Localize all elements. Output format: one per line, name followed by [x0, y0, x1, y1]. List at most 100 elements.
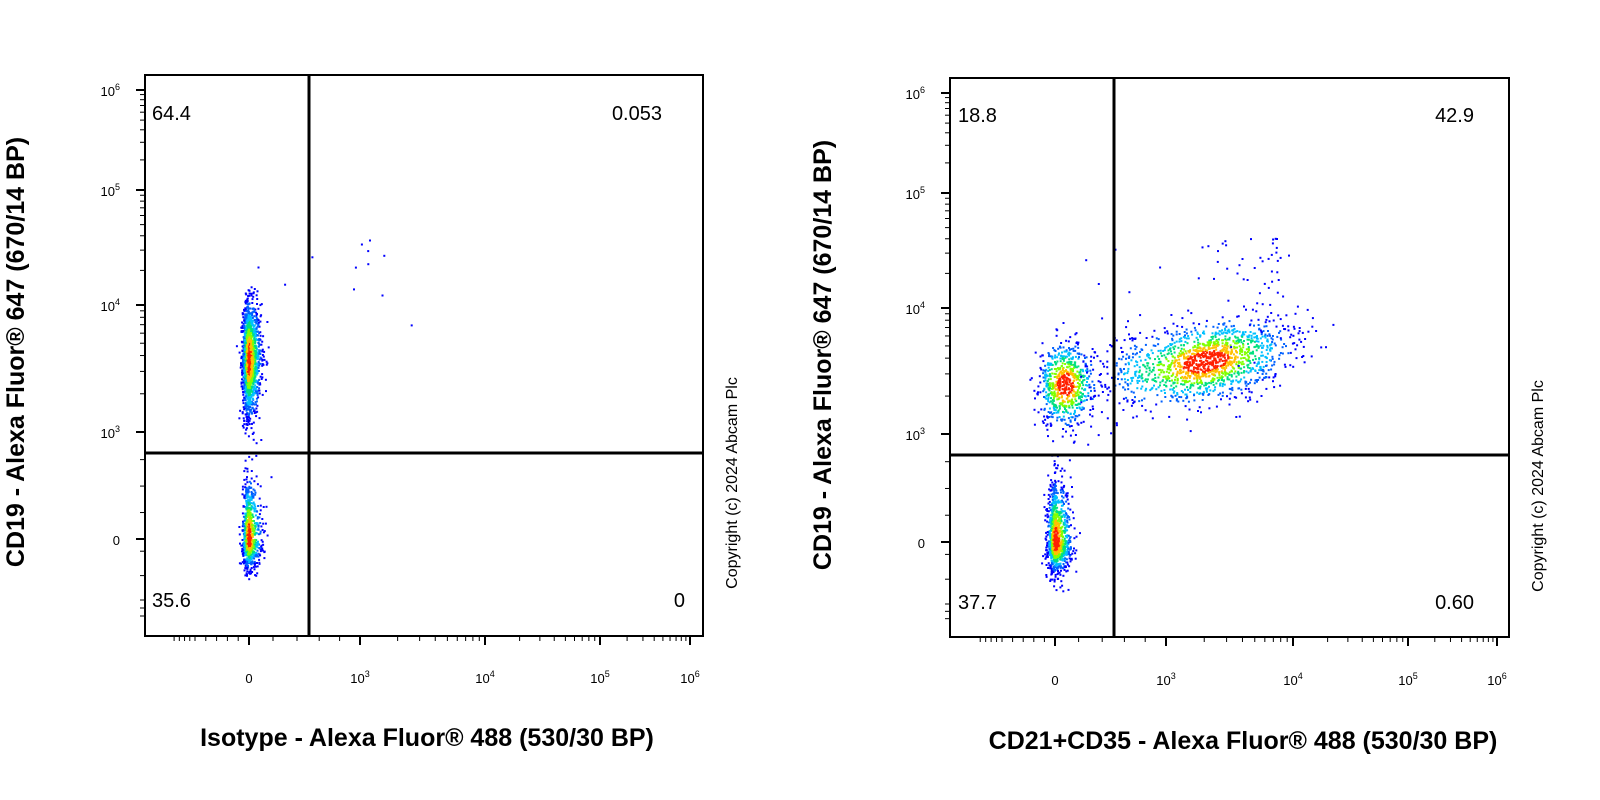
event-dot [1236, 372, 1239, 374]
event-dot [254, 356, 257, 359]
event-dot [253, 367, 256, 370]
event-dot [250, 553, 253, 556]
event-dot [251, 314, 253, 317]
event-dot [247, 539, 250, 542]
event-dot [250, 356, 253, 359]
event-dot [1046, 510, 1049, 512]
event-dot [1043, 415, 1046, 418]
event-dot [1055, 589, 1058, 592]
event-dot [253, 362, 256, 365]
event-dot [245, 478, 248, 481]
event-dot [1265, 372, 1268, 375]
event-dot [1193, 359, 1196, 362]
event-dot [1058, 531, 1061, 534]
event-dot [1078, 379, 1081, 382]
event-dot [1247, 338, 1250, 341]
event-dot [1050, 493, 1053, 496]
event-dot [1053, 585, 1056, 588]
event-dot [257, 382, 260, 384]
event-dot [1243, 340, 1245, 342]
event-dot [1047, 352, 1050, 354]
event-dot [245, 339, 248, 342]
event-dot [246, 527, 249, 530]
event-dot [1071, 404, 1074, 407]
event-dot [256, 362, 259, 365]
event-dot [1083, 395, 1086, 397]
event-dot [1052, 521, 1055, 524]
event-dot [245, 508, 248, 511]
event-dot [1057, 563, 1060, 566]
event-dot [245, 563, 248, 566]
event-dot [1063, 545, 1066, 548]
event-dot [249, 330, 252, 333]
event-dot [251, 378, 253, 381]
event-dot [1260, 354, 1263, 357]
event-dot [1052, 396, 1055, 399]
event-dot [1054, 573, 1057, 576]
event-dot [1234, 330, 1237, 333]
event-dot [1184, 350, 1187, 353]
event-dot [1058, 571, 1061, 574]
event-dot [1060, 541, 1063, 543]
event-dot [252, 488, 255, 491]
event-dot [1044, 376, 1047, 379]
event-dot [243, 308, 245, 311]
event-dot [245, 330, 248, 333]
event-dot [258, 417, 261, 420]
event-dot [261, 354, 264, 356]
event-dot [1063, 549, 1066, 552]
event-dot [245, 347, 248, 350]
event-dot [261, 348, 264, 351]
event-dot [1062, 400, 1065, 403]
event-dot [1054, 361, 1056, 364]
event-dot [248, 323, 250, 326]
event-dot [245, 329, 248, 331]
event-dot [242, 336, 245, 339]
event-dot [1058, 381, 1061, 384]
event-dot [258, 561, 261, 564]
event-dot [245, 423, 248, 426]
event-dot [270, 476, 273, 479]
event-dot [1054, 552, 1056, 555]
event-dot [241, 345, 244, 348]
event-dot [1072, 375, 1075, 378]
event-dot [1051, 518, 1053, 521]
event-dot [247, 361, 250, 364]
event-dot [250, 393, 253, 396]
event-dot [1037, 411, 1040, 414]
event-dot [1071, 552, 1074, 555]
event-dot [1059, 548, 1062, 551]
event-dot [1203, 346, 1206, 349]
event-dot [1289, 364, 1292, 367]
event-dot [1065, 405, 1068, 408]
event-dot [257, 525, 260, 528]
event-dot [1066, 516, 1069, 519]
event-dot [1052, 387, 1054, 390]
event-dot [1060, 491, 1062, 494]
event-dot [1066, 361, 1069, 364]
event-dot [1054, 523, 1057, 526]
event-dot [1255, 349, 1258, 352]
event-dot [254, 493, 257, 496]
event-dot [1127, 320, 1129, 323]
event-dot [1045, 397, 1048, 400]
event-dot [246, 554, 249, 557]
event-dot [1080, 401, 1083, 404]
event-dot [247, 554, 250, 557]
event-dot [247, 349, 250, 351]
event-dot [259, 334, 262, 337]
event-dot [260, 544, 263, 547]
event-dot [1047, 521, 1050, 524]
event-dot [1138, 355, 1141, 358]
event-dot [263, 358, 266, 361]
event-dot [242, 358, 245, 361]
event-dot [1068, 365, 1071, 368]
event-dot [1063, 560, 1066, 563]
event-dot [1060, 535, 1063, 538]
event-dot [255, 510, 258, 513]
event-dot [242, 381, 245, 384]
event-dot [1056, 406, 1058, 409]
event-dot [247, 518, 250, 521]
event-dot [1159, 349, 1162, 352]
event-dot [1052, 528, 1055, 531]
